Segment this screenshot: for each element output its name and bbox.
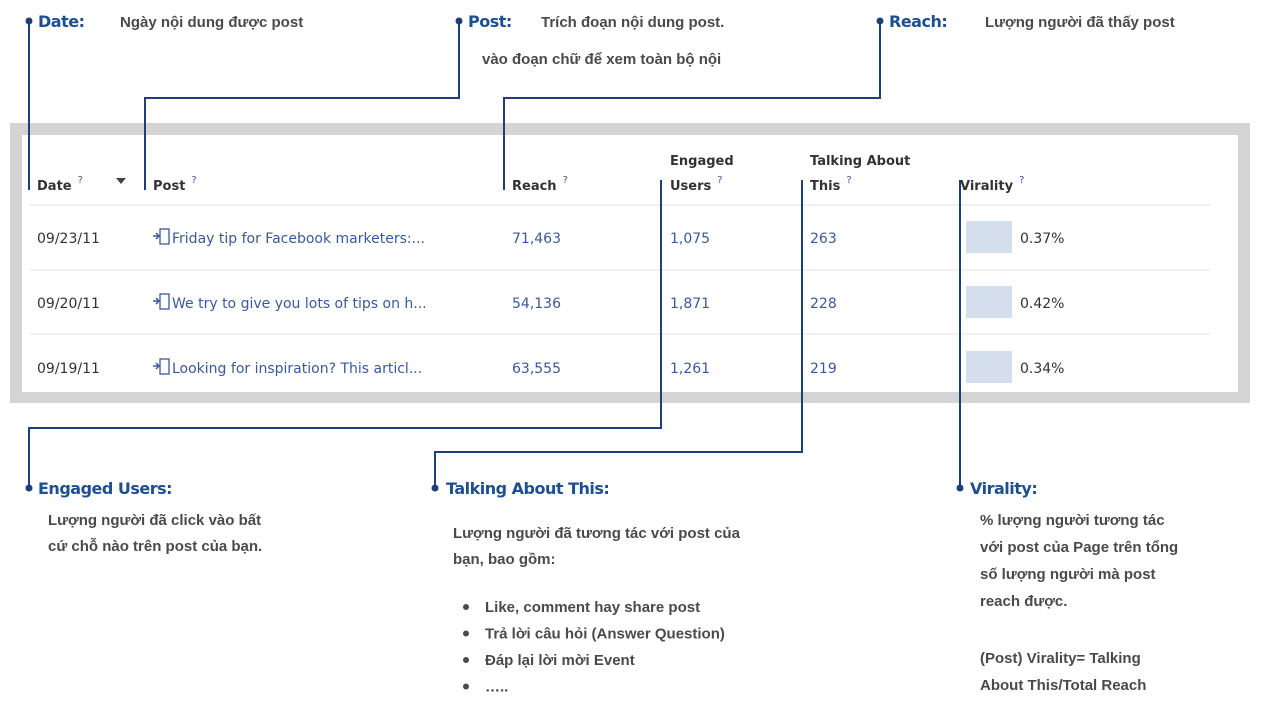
post-link[interactable]: Friday tip for Facebook marketers:... — [172, 231, 425, 247]
date-cell: 09/19/11 — [37, 361, 100, 377]
column-header[interactable]: Date — [37, 179, 72, 194]
annotation-label: Reach: — [889, 12, 947, 31]
date-cell: 09/23/11 — [37, 231, 100, 247]
connector — [28, 180, 662, 487]
annotation-text: reach được. — [980, 593, 1067, 610]
annotation-label: Talking About This: — [446, 479, 609, 498]
post-icon — [159, 358, 170, 375]
annotation-text: Ngày nội dung được post — [120, 14, 303, 31]
column-header: Virality — [960, 179, 1014, 194]
reach-cell: 63,555 — [512, 361, 561, 377]
column-header: Talking About — [810, 154, 910, 169]
reach-cell: 71,463 — [512, 231, 561, 247]
talking-cell: 263 — [810, 231, 837, 247]
help-icon[interactable]: ? — [191, 175, 196, 186]
connector — [434, 180, 803, 487]
help-icon[interactable]: ? — [717, 175, 722, 186]
connector-dot — [455, 17, 463, 25]
talking-cell: 228 — [810, 296, 837, 312]
virality-cell: 0.34% — [1020, 361, 1064, 377]
column-header: Post — [153, 179, 185, 194]
engaged-cell: 1,261 — [670, 361, 710, 377]
connector-dot — [876, 17, 884, 25]
list-bullet — [463, 630, 469, 637]
annotation-text: Lượng người đã thấy post — [985, 14, 1175, 31]
help-icon[interactable]: ? — [563, 175, 568, 186]
annotation-text: với post của Page trên tổng — [980, 539, 1178, 556]
post-link[interactable]: We try to give you lots of tips on h... — [172, 296, 427, 312]
column-header: Engaged — [670, 154, 734, 169]
virality-cell: 0.42% — [1020, 296, 1064, 312]
annotation-label: Post: — [468, 12, 512, 31]
virality-cell: 0.37% — [1020, 231, 1064, 247]
table-panel — [22, 135, 1238, 392]
sort-arrow[interactable] — [116, 178, 126, 184]
connector-dot — [25, 17, 33, 25]
annotation-label: Date: — [38, 12, 84, 31]
list-bullet — [463, 683, 469, 690]
column-header: Reach — [512, 179, 557, 194]
annotation-text: vào đoạn chữ để xem toàn bộ nội — [482, 51, 721, 68]
post-link[interactable]: Looking for inspiration? This articl... — [172, 361, 422, 377]
annotation-text: Lượng người đã click vào bất — [48, 512, 261, 529]
list-bullet — [463, 657, 469, 663]
help-icon[interactable]: ? — [846, 175, 851, 186]
virality-bar — [966, 221, 1012, 253]
post-icon — [159, 293, 170, 310]
annotation-text: About This/Total Reach — [980, 677, 1146, 694]
annotation-text: Lượng người đã tương tác với post của — [453, 525, 741, 542]
list-item: Like, comment hay share post — [485, 599, 700, 616]
engaged-cell: 1,871 — [670, 296, 710, 312]
annotation-text: bạn, bao gồm: — [453, 551, 556, 568]
connector — [144, 22, 460, 190]
list-bullet — [463, 604, 469, 610]
annotation-text: (Post) Virality= Talking — [980, 650, 1141, 667]
post-icon-arrow — [153, 297, 161, 305]
annotation-label: Virality: — [970, 479, 1037, 498]
connector-dot — [25, 484, 33, 492]
column-header: This — [810, 179, 841, 194]
virality-bar — [966, 286, 1012, 318]
annotation-text: cứ chỗ nào trên post của bạn. — [48, 538, 262, 555]
row-separators — [30, 204, 1210, 335]
date-cell: 09/20/11 — [37, 296, 100, 312]
help-icon[interactable]: ? — [1019, 175, 1024, 186]
talking-cell: 219 — [810, 361, 837, 377]
post-icon — [159, 228, 170, 245]
annotation-label: Engaged Users: — [38, 479, 172, 498]
list-item: Đáp lại lời mời Event — [485, 652, 635, 669]
virality-bar — [966, 351, 1012, 383]
post-icon-arrow — [153, 232, 161, 240]
annotation-text: Trích đoạn nội dung post. — [541, 14, 724, 31]
list-item: ….. — [485, 679, 508, 696]
list-item: Trả lời câu hỏi (Answer Question) — [485, 626, 725, 643]
connector-dot — [431, 484, 439, 492]
annotation-text: số lượng người mà post — [980, 566, 1156, 583]
post-icon-arrow — [153, 362, 161, 370]
reach-cell: 54,136 — [512, 296, 561, 312]
connector — [503, 22, 881, 190]
annotation-text: % lượng người tương tác — [980, 512, 1165, 529]
connector-dot — [956, 484, 964, 492]
connectors — [25, 17, 964, 492]
help-icon[interactable]: ? — [78, 175, 83, 186]
column-header: Users — [670, 179, 712, 194]
engaged-cell: 1,075 — [670, 231, 710, 247]
